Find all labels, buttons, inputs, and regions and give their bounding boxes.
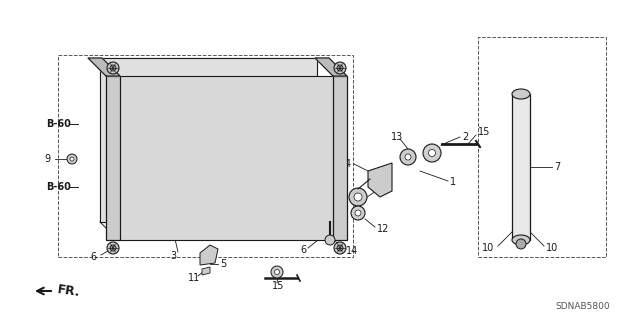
Text: SDNAB5800: SDNAB5800: [556, 302, 610, 311]
Bar: [333, 76, 347, 240]
Circle shape: [351, 206, 365, 220]
Text: 8: 8: [384, 180, 390, 190]
Polygon shape: [200, 245, 218, 265]
Polygon shape: [315, 58, 347, 76]
Text: 15: 15: [272, 281, 284, 291]
Text: 9: 9: [44, 154, 50, 164]
Circle shape: [334, 62, 346, 74]
Bar: [106, 76, 120, 240]
Circle shape: [67, 154, 77, 164]
Bar: [478, 37, 606, 257]
Text: FR.: FR.: [56, 283, 81, 299]
Circle shape: [423, 144, 441, 162]
Text: 3: 3: [170, 251, 176, 261]
Text: 10: 10: [482, 243, 494, 253]
Text: 4: 4: [345, 159, 351, 169]
Text: 7: 7: [554, 162, 560, 172]
Circle shape: [110, 65, 116, 71]
Polygon shape: [100, 58, 317, 222]
Circle shape: [354, 193, 362, 201]
Circle shape: [400, 149, 416, 165]
Text: B-60: B-60: [46, 119, 71, 129]
Circle shape: [275, 270, 280, 275]
Circle shape: [70, 157, 74, 161]
Circle shape: [337, 65, 343, 71]
Text: B-60: B-60: [46, 182, 71, 192]
Text: 15: 15: [478, 127, 490, 137]
Circle shape: [516, 239, 526, 249]
Circle shape: [107, 62, 119, 74]
Text: 5: 5: [220, 259, 227, 269]
Polygon shape: [202, 267, 210, 275]
Text: 10: 10: [546, 243, 558, 253]
Circle shape: [405, 154, 411, 160]
Ellipse shape: [512, 235, 530, 245]
Text: 6: 6: [300, 245, 306, 255]
Text: 1: 1: [450, 177, 456, 187]
Circle shape: [355, 210, 361, 216]
Text: 6: 6: [90, 252, 96, 262]
Circle shape: [107, 242, 119, 254]
Text: 2: 2: [462, 132, 468, 142]
Text: 14: 14: [346, 246, 358, 256]
Circle shape: [349, 188, 367, 206]
Circle shape: [429, 150, 435, 157]
Circle shape: [334, 242, 346, 254]
Circle shape: [337, 245, 343, 251]
Polygon shape: [118, 76, 335, 240]
Text: 12: 12: [377, 224, 389, 234]
Polygon shape: [368, 163, 392, 197]
Circle shape: [271, 266, 283, 278]
Bar: [58, 55, 353, 257]
Text: 13: 13: [391, 132, 403, 142]
Circle shape: [110, 245, 116, 251]
Circle shape: [325, 235, 335, 245]
Polygon shape: [88, 58, 120, 76]
Ellipse shape: [512, 89, 530, 99]
Bar: [512, 94, 530, 240]
Text: 11: 11: [188, 273, 200, 283]
